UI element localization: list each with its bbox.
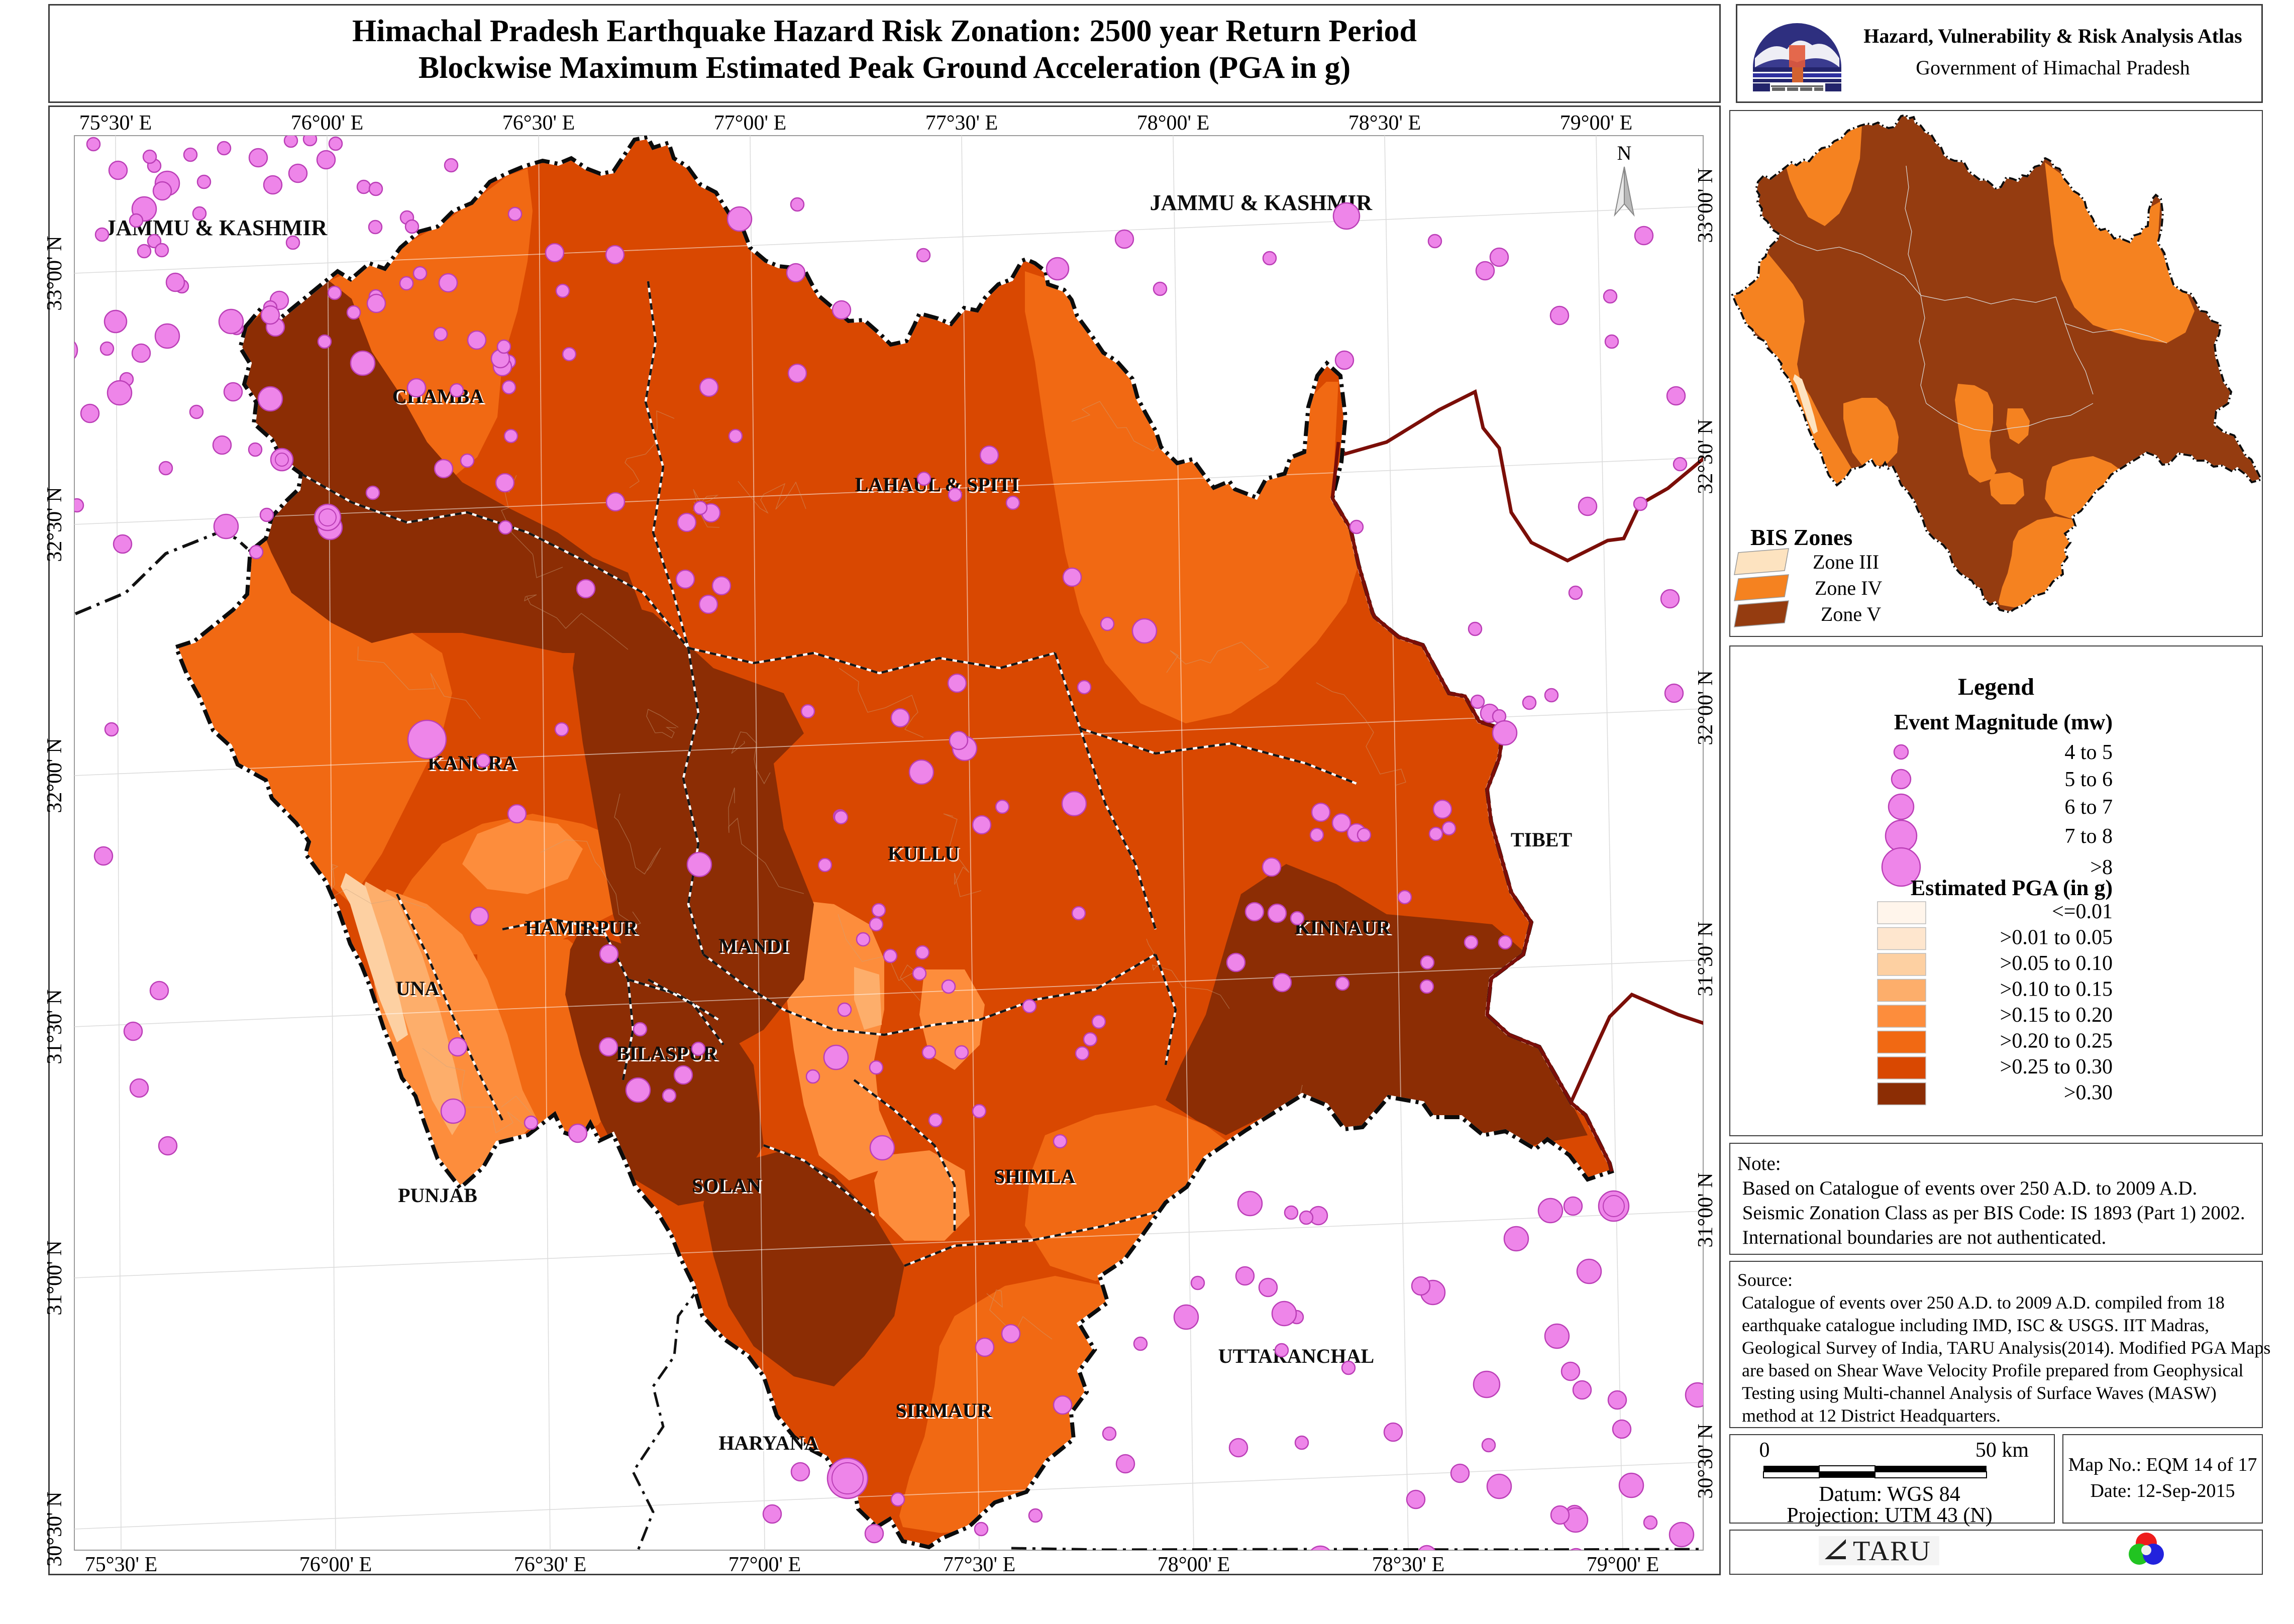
svg-text:32°00' N: 32°00' N: [43, 738, 66, 813]
svg-text:KINNAUR: KINNAUR: [1294, 916, 1391, 938]
svg-text:79°00' E: 79°00' E: [1587, 1553, 1659, 1576]
svg-text:LAHAUL & SPITI: LAHAUL & SPITI: [855, 473, 1019, 496]
svg-text:UNA: UNA: [397, 979, 441, 1001]
svg-text:KINNAUR: KINNAUR: [1296, 917, 1392, 940]
svg-text:>0.25 to 0.30: >0.25 to 0.30: [2000, 1055, 2113, 1078]
svg-text:Zone III: Zone III: [1813, 551, 1879, 573]
svg-text:77°00' E: 77°00' E: [714, 112, 787, 135]
svg-text:>0.30: >0.30: [2064, 1081, 2113, 1105]
svg-text:HAMIRPUR: HAMIRPUR: [527, 918, 640, 940]
svg-text:6 to 7: 6 to 7: [2064, 796, 2113, 819]
svg-text:KANGRA: KANGRA: [428, 751, 517, 774]
svg-text:77°00' E: 77°00' E: [728, 1553, 801, 1576]
svg-text:>0.15 to 0.20: >0.15 to 0.20: [2000, 1004, 2113, 1027]
svg-text:32°00' N: 32°00' N: [1694, 670, 1717, 745]
svg-text:33°00' N: 33°00' N: [43, 236, 66, 310]
svg-text:>8: >8: [2090, 856, 2113, 879]
svg-text:75°30' E: 75°30' E: [85, 1553, 158, 1576]
svg-text:30°30' N: 30°30' N: [43, 1491, 66, 1566]
svg-text:Estimated PGA (in g): Estimated PGA (in g): [1911, 876, 2113, 900]
svg-text:5 to 6: 5 to 6: [2064, 768, 2113, 791]
svg-text:4 to 5: 4 to 5: [2064, 741, 2113, 764]
svg-text:0: 0: [1759, 1439, 1770, 1462]
svg-text:SOLAN: SOLAN: [693, 1175, 763, 1198]
svg-text:76°30' E: 76°30' E: [502, 112, 575, 135]
svg-text:78°30' E: 78°30' E: [1372, 1553, 1445, 1576]
svg-text:32°30' N: 32°30' N: [43, 487, 66, 562]
svg-text:31°00' N: 31°00' N: [43, 1240, 66, 1315]
svg-text:76°00' E: 76°00' E: [299, 1553, 372, 1576]
svg-text:Zone IV: Zone IV: [1815, 577, 1883, 599]
svg-text:HARYANA: HARYANA: [718, 1432, 818, 1454]
svg-text:SIRMAUR: SIRMAUR: [895, 1399, 992, 1422]
svg-text:Projection: UTM 43 (N): Projection: UTM 43 (N): [1787, 1504, 1992, 1527]
svg-text:HAMIRPUR: HAMIRPUR: [525, 916, 639, 939]
svg-text:7 to 8: 7 to 8: [2064, 825, 2113, 848]
svg-text:31°30' N: 31°30' N: [1694, 921, 1717, 996]
svg-text:30°30' N: 30°30' N: [1694, 1424, 1717, 1498]
svg-text:Datum: WGS 84: Datum: WGS 84: [1819, 1483, 1960, 1506]
svg-text:<=0.01: <=0.01: [2052, 900, 2113, 923]
svg-text:SOLAN: SOLAN: [692, 1174, 761, 1197]
svg-text:SIRMAUR: SIRMAUR: [897, 1400, 993, 1423]
svg-text:75°30' E: 75°30' E: [79, 112, 152, 135]
svg-text:78°30' E: 78°30' E: [1348, 112, 1421, 135]
svg-text:KULLU: KULLU: [888, 842, 959, 864]
svg-text:33°00' N: 33°00' N: [1694, 168, 1717, 243]
svg-text:KANGRA: KANGRA: [429, 753, 518, 776]
svg-text:>0.05 to 0.10: >0.05 to 0.10: [2000, 952, 2113, 975]
svg-text:77°30' E: 77°30' E: [943, 1553, 1016, 1576]
svg-text:TIBET: TIBET: [1512, 830, 1574, 852]
svg-text:PUNJAB: PUNJAB: [399, 1185, 479, 1208]
svg-text:TIBET: TIBET: [1511, 828, 1573, 851]
svg-text:PUNJAB: PUNJAB: [398, 1184, 477, 1207]
svg-text:Legend: Legend: [1958, 674, 2034, 700]
svg-text:N: N: [1617, 142, 1632, 164]
svg-text:77°30' E: 77°30' E: [925, 112, 998, 135]
svg-text:MANDI: MANDI: [718, 934, 789, 957]
svg-text:>0.10 to 0.15: >0.10 to 0.15: [2000, 978, 2113, 1001]
svg-text:32°30' N: 32°30' N: [1694, 419, 1717, 494]
svg-text:79°00' E: 79°00' E: [1560, 112, 1633, 135]
svg-text:LAHAUL & SPITI: LAHAUL & SPITI: [857, 475, 1021, 497]
svg-text:78°00' E: 78°00' E: [1158, 1553, 1230, 1576]
svg-text:SHIMLA: SHIMLA: [994, 1165, 1075, 1187]
svg-text:50 km: 50 km: [1975, 1439, 2029, 1462]
svg-text:UNA: UNA: [396, 977, 440, 1000]
svg-text:SHIMLA: SHIMLA: [995, 1166, 1077, 1189]
svg-text:MANDI: MANDI: [720, 936, 790, 958]
svg-text:KULLU: KULLU: [889, 843, 961, 866]
svg-text:BIS Zones: BIS Zones: [1750, 524, 1852, 550]
svg-text:76°30' E: 76°30' E: [514, 1553, 587, 1576]
svg-text:HARYANA: HARYANA: [720, 1433, 820, 1456]
svg-text:31°00' N: 31°00' N: [1694, 1172, 1717, 1247]
svg-text:76°00' E: 76°00' E: [291, 112, 364, 135]
svg-text:Event Magnitude (mw): Event Magnitude (mw): [1894, 710, 2113, 734]
svg-text:78°00' E: 78°00' E: [1137, 112, 1210, 135]
svg-text:>0.20 to 0.25: >0.20 to 0.25: [2000, 1030, 2113, 1053]
svg-text:31°30' N: 31°30' N: [43, 989, 66, 1064]
svg-text:TARU: TARU: [1853, 1536, 1931, 1567]
svg-text:>0.01 to 0.05: >0.01 to 0.05: [2000, 926, 2113, 949]
svg-text:Zone V: Zone V: [1821, 603, 1881, 625]
